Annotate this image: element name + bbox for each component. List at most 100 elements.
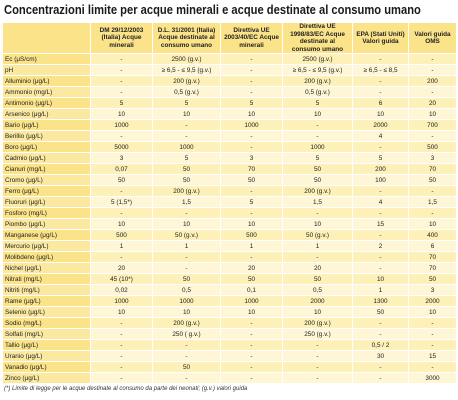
parameter-cell: Zinco (μg/L) — [2, 372, 91, 384]
table-row: Selenio (μg/L) 10 10 10 10 50 10 — [2, 306, 457, 318]
value-cell: 1300 — [352, 295, 409, 307]
value-cell: 50 (g.v.) — [152, 229, 221, 241]
value-cell: 50 — [152, 273, 221, 285]
parameter-cell: Cadmio (μg/L) — [2, 152, 91, 164]
value-cell: 3 — [408, 152, 457, 164]
parameter-cell: Vanadio (μg/L) — [2, 361, 91, 373]
value-cell: 70 — [220, 163, 283, 175]
parameter-cell: Nitrati (mg/L) — [2, 273, 91, 285]
value-cell: 45 (10*) — [90, 273, 153, 285]
value-cell: 100 — [352, 174, 409, 186]
value-cell: 10 — [408, 306, 457, 318]
value-cell: - — [352, 372, 409, 384]
value-cell: 0,5 — [282, 284, 353, 296]
header-cell: EPA (Stati Uniti) Valori guida — [352, 22, 409, 54]
value-cell: - — [352, 53, 409, 65]
parameter-cell: Ammonio (mg/L) — [2, 86, 91, 98]
value-cell: 0,5 (g.v.) — [152, 86, 221, 98]
value-cell: - — [90, 130, 153, 142]
value-cell: - — [408, 361, 457, 373]
value-cell: 20 — [90, 262, 153, 274]
corner-cell — [2, 22, 91, 54]
table-row: Vanadio (μg/L) -50- - - - — [2, 361, 457, 373]
value-cell: - — [408, 207, 457, 219]
value-cell: - — [220, 130, 283, 142]
table-row: Nichel (μg/L) 20-20 20-70 — [2, 262, 457, 274]
value-cell: 10 — [220, 218, 283, 230]
value-cell: 500 — [408, 141, 457, 153]
value-cell: ≥ 6,5 - ≤ 9,5 (g.v.) — [282, 64, 353, 76]
table-row: Piombo (μg/L) 10 10 10 10 15 10 — [2, 218, 457, 230]
table-row: Bario (μg/L) 1000-1000-2000 700 — [2, 119, 457, 131]
value-cell: 1000 — [220, 295, 283, 307]
value-cell: - — [352, 141, 409, 153]
value-cell: - — [408, 328, 457, 340]
value-cell: - — [90, 251, 153, 263]
value-cell: 10 — [152, 218, 221, 230]
value-cell: - — [352, 328, 409, 340]
parameter-cell: Boro (μg/L) — [2, 141, 91, 153]
value-cell: 50 (g.v.) — [282, 229, 353, 241]
value-cell: - — [220, 328, 283, 340]
table-row: Alluminio (μg/L) -200 (g.v.) -200 (g.v.) -2… — [2, 75, 457, 87]
value-cell: 4 — [352, 196, 409, 208]
value-cell: 1 — [152, 240, 221, 252]
parameter-cell: Ec (μS/cm) — [2, 53, 91, 65]
value-cell: 50 — [408, 174, 457, 186]
value-cell: 3 — [90, 152, 153, 164]
value-cell: 1000 — [152, 295, 221, 307]
table-row: Fosforo (mg/L) - - - - - - — [2, 207, 457, 219]
value-cell: 10 — [282, 108, 353, 120]
parameter-cell: Fluoruri (μg/L) — [2, 196, 91, 208]
value-cell: 10 — [282, 306, 353, 318]
value-cell: 50 — [352, 306, 409, 318]
value-cell: 1 — [282, 240, 353, 252]
table-row: Tallio (μg/L) - - - -0,5 / 2- — [2, 339, 457, 351]
parameter-cell: Nitriti (mg/L) — [2, 284, 91, 296]
parameter-cell: Piombo (μg/L) — [2, 218, 91, 230]
value-cell: 10 — [90, 108, 153, 120]
value-cell: 200 (g.v.) — [282, 75, 353, 87]
value-cell: - — [220, 317, 283, 329]
table-row: Uranio (μg/L) - - - -30 15 — [2, 350, 457, 362]
table-row: Fluoruri (μg/L) 5 (1,5*) 1,5 5 1,5 4 1,5 — [2, 196, 457, 208]
value-cell: - — [152, 130, 221, 142]
value-cell: 0,07 — [90, 163, 153, 175]
value-cell: - — [220, 339, 283, 351]
value-cell: - — [408, 64, 457, 76]
value-cell: - — [220, 86, 283, 98]
value-cell: - — [90, 361, 153, 373]
table-row: Boro (μg/L) 5000 1000-1000-500 — [2, 141, 457, 153]
parameter-cell: Nichel (μg/L) — [2, 262, 91, 274]
value-cell: - — [352, 185, 409, 197]
value-cell: 200 (g.v.) — [282, 185, 353, 197]
value-cell: 5 — [220, 196, 283, 208]
value-cell: - — [220, 185, 283, 197]
value-cell: ≥ 6,5 - ≤ 8,5 — [352, 64, 409, 76]
value-cell: - — [90, 75, 153, 87]
value-cell: 1 — [220, 240, 283, 252]
value-cell: - — [90, 53, 153, 65]
value-cell: - — [90, 185, 153, 197]
table-row: Molibdeno (μg/L) - - - - -70 — [2, 251, 457, 263]
value-cell: 50 — [152, 174, 221, 186]
parameter-cell: Berillio (μg/L) — [2, 130, 91, 142]
parameter-cell: Rame (μg/L) — [2, 295, 91, 307]
value-cell: - — [90, 372, 153, 384]
value-cell: 200 (g.v.) — [152, 185, 221, 197]
parameter-cell: Uranio (μg/L) — [2, 350, 91, 362]
parameter-cell: Bario (μg/L) — [2, 119, 91, 131]
value-cell: - — [152, 262, 221, 274]
table-row: Ferro (μg/L) -200 (g.v.) -200 (g.v.) - - — [2, 185, 457, 197]
value-cell: 3 — [408, 284, 457, 296]
value-cell: 5 (1,5*) — [90, 196, 153, 208]
value-cell: 200 (g.v.) — [152, 75, 221, 87]
value-cell: 1,5 — [282, 196, 353, 208]
value-cell: - — [90, 64, 153, 76]
value-cell: 50 — [282, 174, 353, 186]
value-cell: 250 ( g.v.) — [152, 328, 221, 340]
value-cell: - — [408, 317, 457, 329]
value-cell: 5000 — [90, 141, 153, 153]
table-row: Arsenico (μg/L) 10 10 10 10 10 10 — [2, 108, 457, 120]
